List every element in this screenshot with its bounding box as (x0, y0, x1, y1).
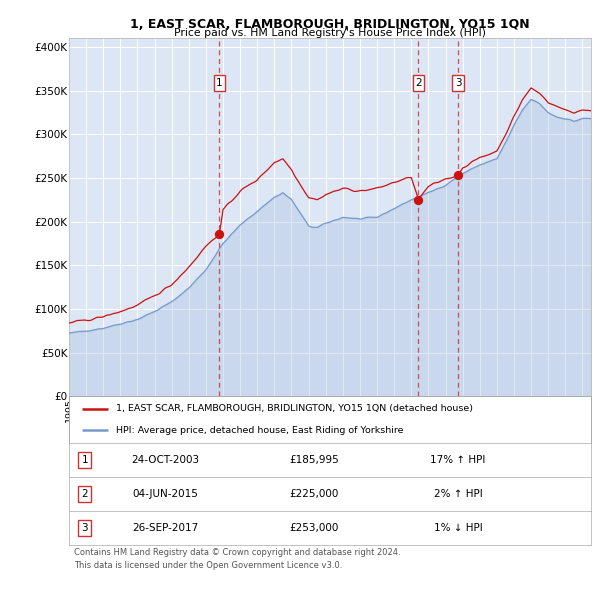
Text: HPI: Average price, detached house, East Riding of Yorkshire: HPI: Average price, detached house, East… (116, 426, 403, 435)
Text: 3: 3 (455, 78, 461, 88)
Text: £185,995: £185,995 (289, 455, 339, 465)
Text: 1, EAST SCAR, FLAMBOROUGH, BRIDLINGTON, YO15 1QN: 1, EAST SCAR, FLAMBOROUGH, BRIDLINGTON, … (130, 18, 530, 31)
Text: 3: 3 (82, 523, 88, 533)
Text: 17% ↑ HPI: 17% ↑ HPI (430, 455, 485, 465)
Text: 2: 2 (415, 78, 422, 88)
Text: 04-JUN-2015: 04-JUN-2015 (133, 489, 199, 499)
Point (215, 229, 224, 238)
Text: 26-SEP-2017: 26-SEP-2017 (133, 523, 199, 533)
Text: 1: 1 (216, 78, 223, 88)
Text: £225,000: £225,000 (290, 489, 339, 499)
Text: £253,000: £253,000 (290, 523, 339, 533)
Text: 24-OCT-2003: 24-OCT-2003 (131, 455, 200, 465)
Text: Price paid vs. HM Land Registry's House Price Index (HPI): Price paid vs. HM Land Registry's House … (174, 28, 486, 38)
Text: 2% ↑ HPI: 2% ↑ HPI (434, 489, 482, 499)
Text: 1, EAST SCAR, FLAMBOROUGH, BRIDLINGTON, YO15 1QN (detached house): 1, EAST SCAR, FLAMBOROUGH, BRIDLINGTON, … (116, 404, 473, 414)
Text: 2: 2 (82, 489, 88, 499)
Text: 1: 1 (82, 455, 88, 465)
Text: 1% ↓ HPI: 1% ↓ HPI (434, 523, 482, 533)
Point (453, 171, 463, 180)
Text: Contains HM Land Registry data © Crown copyright and database right 2024.
This d: Contains HM Land Registry data © Crown c… (74, 548, 401, 571)
Point (413, 195, 423, 205)
